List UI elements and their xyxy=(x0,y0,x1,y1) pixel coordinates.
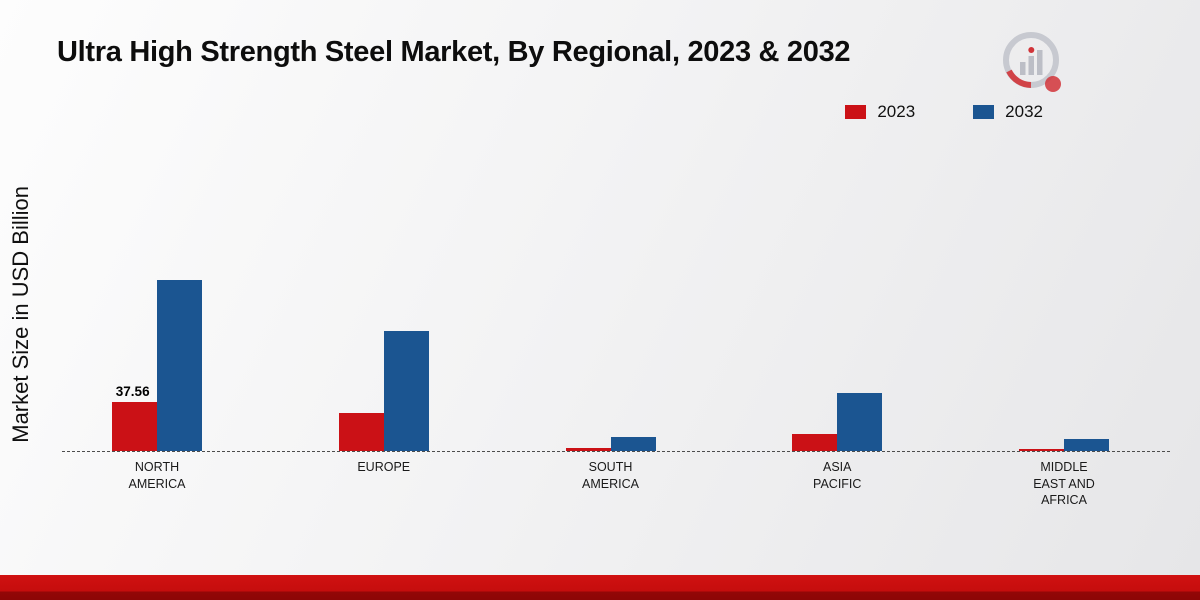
bar-2023-north-america: 37.56 xyxy=(112,384,157,451)
footer-red-band xyxy=(0,575,1200,600)
legend-label-2032: 2032 xyxy=(1005,102,1043,121)
chart-legend: 2023 2032 xyxy=(845,102,1043,122)
bar-group-europe: EUROPE xyxy=(338,331,429,474)
bar-2032-middle-east-and-africa xyxy=(1064,439,1109,451)
bar-2032-asia-pacific xyxy=(837,393,883,451)
bar-2023-south-america xyxy=(565,447,611,451)
bar-group-north-america: 37.56 NORTH AMERICA xyxy=(112,280,202,491)
category-label-asia-pacific: ASIA PACIFIC xyxy=(813,460,862,491)
bar-2032-south-america xyxy=(610,436,656,451)
bar-value-label-north-america: 37.56 xyxy=(115,384,150,400)
chart-title: Ultra High Strength Steel Market, By Reg… xyxy=(57,36,851,68)
bar-group-asia-pacific: ASIA PACIFIC xyxy=(792,393,883,491)
bar-group-south-america: SOUTH AMERICA xyxy=(565,436,656,491)
magnifier-bar-chart-logo-icon xyxy=(1003,32,1061,92)
category-label-middle-east-and-africa: MIDDLE EAST AND AFRICA xyxy=(1033,460,1095,507)
legend-item-2032: 2032 xyxy=(973,102,1043,122)
legend-item-2023: 2023 xyxy=(845,102,915,122)
bar-2023-asia-pacific xyxy=(792,434,838,451)
plot-area: 37.56 NORTH AMERICA EUROPE SOUTH AMERICA ASI… xyxy=(62,280,1170,507)
category-label-europe: EUROPE xyxy=(357,460,411,474)
company-logo xyxy=(994,26,1074,111)
bar-group-middle-east-and-africa: MIDDLE EAST AND AFRICA xyxy=(1019,439,1109,507)
bar-2032-north-america xyxy=(157,280,202,451)
legend-swatch-2032 xyxy=(973,105,995,119)
category-label-north-america: NORTH AMERICA xyxy=(128,460,186,491)
bar-2023-europe xyxy=(338,413,384,451)
legend-label-2023: 2023 xyxy=(877,102,916,121)
bar-2032-europe xyxy=(383,331,429,451)
bar-2023-middle-east-and-africa xyxy=(1019,449,1064,451)
legend-swatch-2023 xyxy=(845,105,867,119)
category-label-south-america: SOUTH AMERICA xyxy=(582,460,639,491)
x-axis-baseline xyxy=(62,451,1170,452)
